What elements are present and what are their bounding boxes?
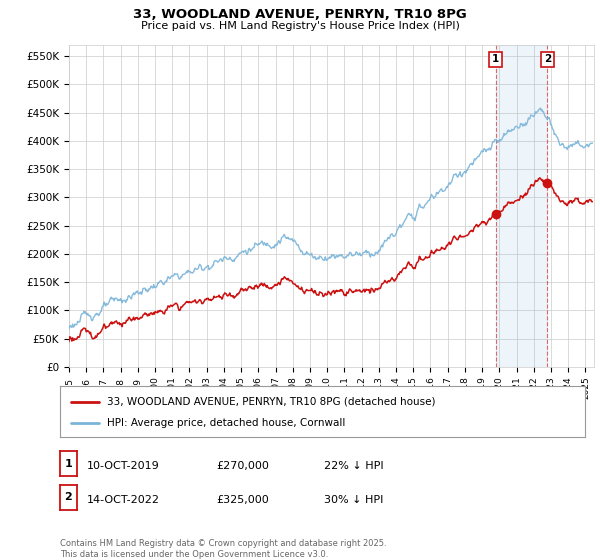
Text: 14-OCT-2022: 14-OCT-2022 [87,494,160,505]
Text: 22% ↓ HPI: 22% ↓ HPI [324,461,383,471]
Text: 10-OCT-2019: 10-OCT-2019 [87,461,160,471]
Text: HPI: Average price, detached house, Cornwall: HPI: Average price, detached house, Corn… [107,418,346,428]
Text: 30% ↓ HPI: 30% ↓ HPI [324,494,383,505]
Bar [496,45,547,367]
Text: 2: 2 [544,54,551,64]
Text: 1: 1 [65,459,72,469]
Text: 1: 1 [492,54,499,64]
Text: 33, WOODLAND AVENUE, PENRYN, TR10 8PG: 33, WOODLAND AVENUE, PENRYN, TR10 8PG [133,8,467,21]
Text: Price paid vs. HM Land Registry's House Price Index (HPI): Price paid vs. HM Land Registry's House … [140,21,460,31]
Text: £325,000: £325,000 [216,494,269,505]
Text: Contains HM Land Registry data © Crown copyright and database right 2025.
This d: Contains HM Land Registry data © Crown c… [60,539,386,559]
Text: 2: 2 [65,492,72,502]
Text: 33, WOODLAND AVENUE, PENRYN, TR10 8PG (detached house): 33, WOODLAND AVENUE, PENRYN, TR10 8PG (d… [107,396,436,407]
Text: £270,000: £270,000 [216,461,269,471]
